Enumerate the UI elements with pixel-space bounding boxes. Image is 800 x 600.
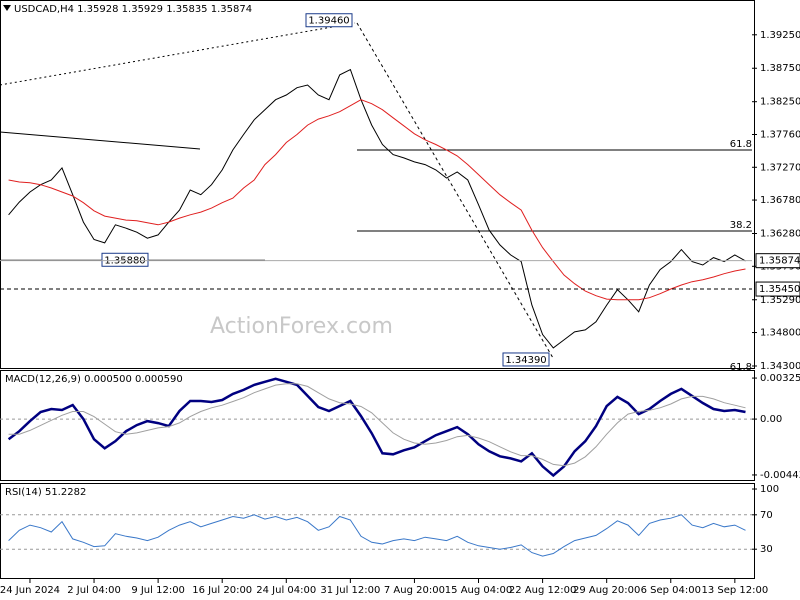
y-tick-label: 1.36280 [760,229,800,240]
x-tick-label: 22 Aug 12:00 [509,585,576,596]
y-tick-label: 1.38750 [760,63,800,74]
x-tick-label: 7 Aug 20:00 [384,585,445,596]
y-tick-label: 1.34800 [760,328,800,339]
y-tick-label: 1.34300 [760,361,800,372]
chart-title: USDCAD,H4 1.35928 1.35929 1.35835 1.3587… [14,4,252,15]
x-tick-label: 16 Jul 20:00 [192,585,252,596]
price-box [755,253,800,269]
fib-label: 38.2 [730,220,752,231]
annotation-label: 1.34390 [505,355,546,366]
series-line [8,68,746,349]
y-tick-label: 1.37270 [760,162,800,173]
x-tick-label: 31 Jul 12:00 [320,585,380,596]
y-tick-label: 0.00 [760,414,782,425]
x-tick-label: 15 Aug 04:00 [445,585,512,596]
price-box [755,281,800,297]
trend-line [356,22,554,359]
annotation-box [101,252,149,267]
watermark: ActionForex.com [210,314,393,339]
series-line [8,99,746,301]
rsi-panel [0,483,755,579]
series-line [7,377,746,478]
y-tick-label: 70 [760,510,773,521]
annotation-box [305,13,353,28]
y-tick-label: 1.36780 [760,195,800,206]
y-tick-label: 0.003259 [760,373,800,384]
y-tick-label: 1.38250 [760,97,800,108]
x-tick-label: 24 Jun 2024 [0,585,60,596]
fib-label: 61.8 [730,362,752,373]
y-tick-label: 1.35290 [760,295,800,306]
price-label: 1.35450 [759,284,800,295]
x-tick-label: 29 Aug 20:00 [573,585,640,596]
y-tick-label: 30 [760,544,773,555]
macd-title: MACD(12,26,9) 0.000500 0.000590 [5,374,183,385]
series-line [8,514,746,557]
collapse-icon [3,5,11,11]
macd-panel [0,370,755,481]
y-tick-label: 100 [760,484,779,495]
trend-line [0,22,356,86]
annotation-label: 1.39460 [308,16,349,27]
x-tick-label: 24 Jul 04:00 [256,585,316,596]
rsi-title: RSI(14) 51.2282 [5,487,86,498]
x-tick-label: 6 Sep 04:00 [641,585,701,596]
trend-line [0,131,201,150]
price-label: 1.35874 [759,256,800,267]
x-tick-label: 2 Jul 04:00 [67,585,121,596]
series-line [8,383,746,467]
x-tick-label: 13 Sep 12:00 [701,585,768,596]
annotation-box [502,352,550,367]
fib-label: 61.8 [730,139,752,150]
y-tick-label: 1.39250 [760,30,800,41]
main-panel [0,0,755,369]
y-tick-label: -0.004439 [760,470,800,481]
x-tick-label: 9 Jul 12:00 [131,585,185,596]
y-tick-label: 1.37760 [760,129,800,140]
